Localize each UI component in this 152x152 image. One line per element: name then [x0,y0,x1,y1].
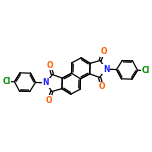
Text: O: O [99,82,105,91]
Text: N: N [103,65,109,74]
Text: O: O [47,61,53,70]
Text: O: O [100,47,107,56]
Text: N: N [43,78,49,87]
Text: Cl: Cl [141,66,150,75]
Text: O: O [45,96,52,105]
Text: Cl: Cl [2,77,11,86]
